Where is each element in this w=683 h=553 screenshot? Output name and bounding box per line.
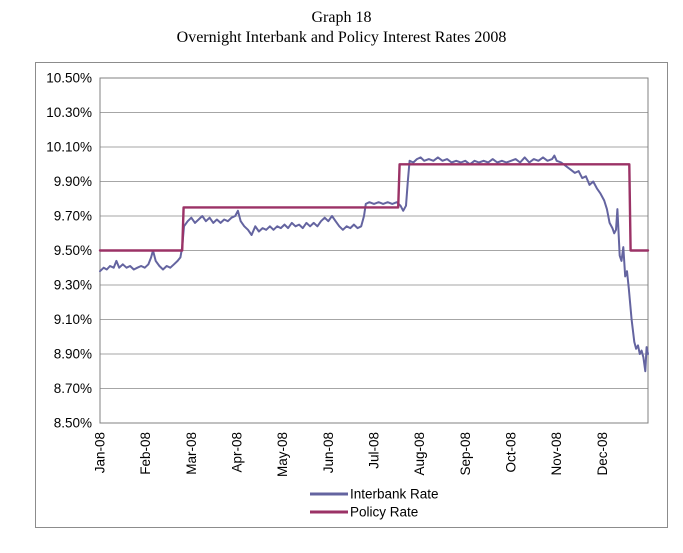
chart-title: Graph 18 Overnight Interbank and Policy … — [0, 8, 683, 48]
y-tick-label: 8.90% — [54, 347, 92, 362]
y-tick-label: 10.10% — [46, 140, 92, 155]
x-tick-label: May-08 — [275, 432, 290, 477]
y-tick-label: 10.30% — [46, 105, 92, 120]
legend-label: Policy Rate — [350, 505, 418, 520]
x-tick-label: Oct-08 — [504, 432, 519, 473]
y-tick-label: 9.10% — [54, 312, 92, 327]
x-tick-label: Feb-08 — [138, 432, 153, 475]
y-tick-label: 9.30% — [54, 278, 92, 293]
y-tick-label: 9.70% — [54, 209, 92, 224]
chart-title-line1: Graph 18 — [311, 9, 372, 26]
x-tick-label: Nov-08 — [549, 432, 564, 476]
chart-title-line2: Overnight Interbank and Policy Interest … — [176, 29, 507, 46]
x-tick-label: Jan-08 — [93, 432, 108, 473]
x-tick-label: Apr-08 — [230, 432, 245, 473]
x-tick-label: Mar-08 — [184, 432, 199, 475]
y-tick-label: 8.70% — [54, 381, 92, 396]
x-tick-label: Sep-08 — [458, 432, 473, 476]
x-tick-label: Jun-08 — [321, 432, 336, 473]
policy-rate-line — [98, 163, 650, 252]
chart-area: 10.50% 10.30% 10.10% 9.90% 9.70% 9.50% 9.30% 9.… — [35, 62, 668, 528]
interbank-rate-line — [99, 154, 649, 373]
y-tick-label: 10.50% — [46, 71, 92, 86]
legend-label: Interbank Rate — [350, 487, 439, 502]
y-tick-label: 8.50% — [54, 416, 92, 431]
x-tick-label: Jul-08 — [367, 432, 382, 469]
y-tick-label: 9.50% — [54, 243, 92, 258]
x-tick-label: Aug-08 — [412, 432, 427, 476]
x-tick-label: Dec-08 — [595, 432, 610, 476]
chart-canvas: 10.50% 10.30% 10.10% 9.90% 9.70% 9.50% 9.30% 9.… — [46, 71, 650, 520]
y-tick-label: 9.90% — [54, 174, 92, 189]
